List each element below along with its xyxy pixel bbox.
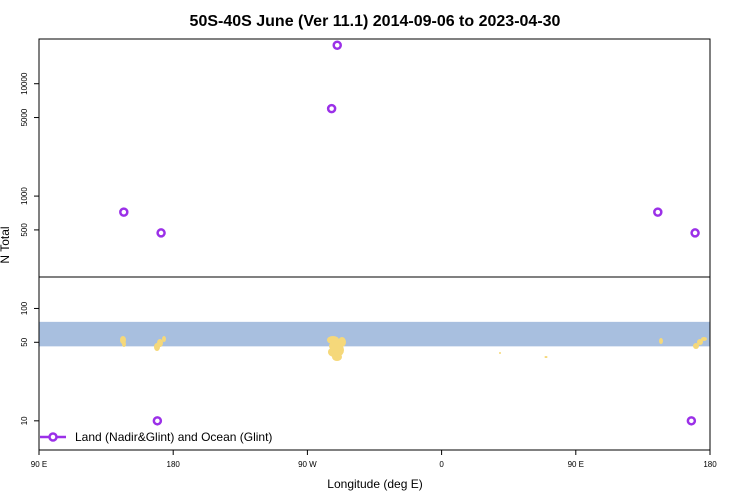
land-mark (697, 339, 703, 345)
data-point (332, 40, 342, 50)
y-tick-label: 1000 (20, 187, 29, 205)
x-tick-label: 180 (703, 460, 717, 469)
y-tick-label: 5000 (20, 108, 29, 126)
x-tick-label: 90 E (568, 460, 584, 469)
x-axis-title: Longitude (deg E) (327, 477, 422, 491)
y-tick-label: 50 (20, 337, 29, 346)
land-marks (120, 336, 707, 361)
y-tick-label: 500 (20, 223, 29, 237)
ocean-band (39, 321, 710, 347)
data-point (326, 103, 337, 114)
x-tick-label: 0 (439, 460, 444, 469)
land-mark (701, 337, 707, 341)
legend-label: Land (Nadir&Glint) and Ocean (Glint) (75, 430, 272, 444)
y-tick-label: 10 (20, 416, 29, 425)
data-point (156, 228, 166, 238)
map-strip (39, 321, 710, 361)
y-axis: 10 50 100 500 1000 5000 10000 (20, 72, 39, 425)
land-mark (659, 338, 663, 344)
x-tick-label: 90 W (298, 460, 317, 469)
plot-frame (38, 38, 711, 451)
land-mark (499, 352, 501, 354)
data-point (686, 416, 697, 426)
land-mark (157, 339, 163, 347)
x-tick-label: 90 E (31, 460, 47, 469)
x-axis: 90 E 180 90 W 0 90 E 180 (31, 450, 717, 469)
data-point (152, 416, 163, 426)
x-tick-label: 180 (167, 460, 181, 469)
data-point (653, 207, 663, 217)
data-points (119, 40, 700, 426)
land-mark (122, 341, 126, 347)
legend: Land (Nadir&Glint) and Ocean (Glint) (40, 430, 272, 444)
land-mark (162, 336, 166, 342)
legend-marker (48, 432, 58, 442)
land-mark (334, 344, 344, 356)
land-mark (693, 343, 699, 349)
y-tick-label: 100 (20, 301, 29, 315)
data-point (690, 228, 700, 238)
y-tick-label: 10000 (20, 72, 29, 95)
y-axis-title: N Total (0, 226, 12, 263)
chart-title: 50S-40S June (Ver 11.1) 2014-09-06 to 20… (190, 13, 561, 30)
land-mark (544, 356, 548, 358)
data-point (119, 207, 129, 217)
